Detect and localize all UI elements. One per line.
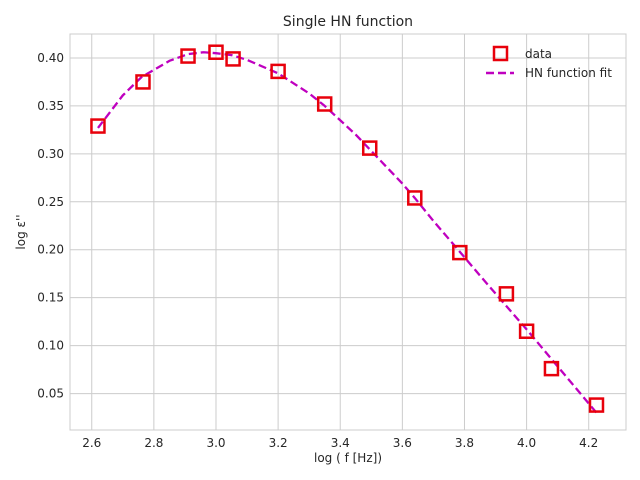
data-point <box>452 244 468 261</box>
x-tick-label: 2.8 <box>144 436 163 450</box>
x-tick-label: 3.2 <box>269 436 288 450</box>
y-axis-label: log ε'' <box>14 214 28 249</box>
data-point <box>208 44 224 60</box>
data-point <box>135 74 151 90</box>
x-tick-label: 4.0 <box>517 436 536 450</box>
plot-frame <box>69 33 627 431</box>
legend: data HN function fit <box>486 45 612 80</box>
x-tick-label: 3.6 <box>393 436 412 450</box>
data-point <box>498 286 515 302</box>
grid-lines <box>70 34 626 430</box>
data-point <box>407 190 423 206</box>
y-tick-label: 0.20 <box>37 243 64 257</box>
y-tick-label: 0.05 <box>37 387 64 401</box>
y-tick-label: 0.30 <box>37 147 64 161</box>
y-tick-label: 0.35 <box>37 99 64 113</box>
x-tick-labels: 2.6 2.8 3.0 3.2 3.4 3.6 3.8 4.0 4.2 <box>82 436 598 450</box>
y-tick-label: 0.10 <box>37 339 64 353</box>
data-point <box>90 118 106 134</box>
fit-line <box>97 51 598 414</box>
y-tick-label: 0.15 <box>37 291 64 305</box>
data-point <box>518 323 535 339</box>
legend-label-fit: HN function fit <box>525 66 612 80</box>
data-point <box>225 51 241 67</box>
series-layer <box>90 44 605 414</box>
data-point <box>543 360 560 377</box>
chart-title: Single HN function <box>283 14 413 30</box>
x-tick-label: 3.4 <box>331 436 350 450</box>
y-tick-label: 0.40 <box>37 51 64 65</box>
y-tick-labels: 0.05 0.10 0.15 0.20 0.25 0.30 0.35 0.40 <box>37 51 64 401</box>
x-tick-label: 2.6 <box>82 436 101 450</box>
data-point <box>180 48 196 64</box>
data-point <box>588 397 605 413</box>
x-axis-label: log ( f [Hz]) <box>314 451 382 465</box>
x-tick-label: 3.8 <box>455 436 474 450</box>
data-point <box>270 63 286 80</box>
x-tick-label: 4.2 <box>579 436 598 450</box>
x-tick-label: 3.0 <box>206 436 225 450</box>
data-point <box>361 140 378 156</box>
y-tick-label: 0.25 <box>37 195 64 209</box>
data-point <box>316 96 333 112</box>
legend-label-data: data <box>525 47 552 61</box>
legend-marker-data <box>492 45 509 62</box>
